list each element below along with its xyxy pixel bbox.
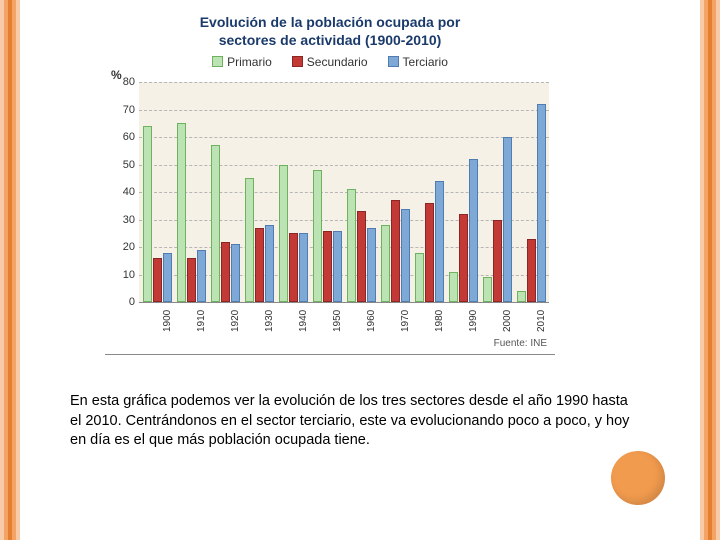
legend-label: Primario [227,55,272,69]
legend-item: Primario [212,55,272,69]
plot-area: 01020304050607080 [139,82,549,302]
x-tick-label: 2010 [536,310,547,332]
y-tick-label: 80 [123,76,135,88]
y-axis-label: % [111,68,122,82]
y-tick-label: 50 [123,159,135,171]
x-tick-label: 1900 [162,310,173,332]
bar [143,126,152,302]
bar [425,203,434,302]
bar [221,242,230,303]
bar [357,211,366,302]
chart-container: Evolución de la población ocupada por se… [105,10,555,355]
legend-item: Secundario [292,55,368,69]
bar [483,277,492,302]
bar [323,231,332,303]
grid-line [139,192,549,193]
bar [435,181,444,302]
x-tick-label: 1930 [264,310,275,332]
bar [231,244,240,302]
legend-swatch [212,56,223,67]
y-tick-label: 40 [123,186,135,198]
bar [469,159,478,302]
bar [299,233,308,302]
grid-line [139,302,549,303]
x-tick-label: 1990 [468,310,479,332]
bar [313,170,322,302]
bar [197,250,206,302]
grid-line [139,220,549,221]
bar [493,220,502,303]
y-tick-label: 0 [129,296,135,308]
chart-title: Evolución de la población ocupada por se… [105,10,555,49]
bar [391,200,400,302]
y-tick-label: 60 [123,131,135,143]
legend-label: Terciario [403,55,448,69]
bar [333,231,342,303]
left-stripe [0,0,20,540]
chart-bottom-rule [105,354,555,355]
bar [153,258,162,302]
bar [527,239,536,302]
bar [415,253,424,303]
chart-title-line1: Evolución de la población ocupada por [200,14,461,30]
legend-label: Secundario [307,55,368,69]
bar [381,225,390,302]
bar [449,272,458,302]
caption-text: En esta gráfica podemos ver la evolución… [70,392,630,451]
x-tick-label: 1920 [230,310,241,332]
grid-line [139,137,549,138]
legend-item: Terciario [388,55,448,69]
bar [177,123,186,302]
bar [255,228,264,302]
legend-swatch [388,56,399,67]
decorative-circle [611,451,665,505]
bar [367,228,376,302]
legend-swatch [292,56,303,67]
bar [265,225,274,302]
x-tick-label: 1940 [298,310,309,332]
chart-legend: Primario Secundario Terciario [105,55,555,69]
x-tick-label: 1960 [366,310,377,332]
bar [517,291,526,302]
bar [211,145,220,302]
grid-line [139,247,549,248]
y-tick-label: 20 [123,241,135,253]
grid-line [139,110,549,111]
grid-line [139,82,549,83]
x-tick-label: 1950 [332,310,343,332]
bar [459,214,468,302]
right-stripe [700,0,720,540]
bar [503,137,512,302]
bar [401,209,410,303]
grid-line [139,165,549,166]
bar [187,258,196,302]
bar [163,253,172,303]
x-tick-label: 1910 [196,310,207,332]
y-tick-label: 70 [123,104,135,116]
bar [289,233,298,302]
bar [245,178,254,302]
bar [537,104,546,302]
y-tick-label: 30 [123,214,135,226]
x-tick-label: 2000 [502,310,513,332]
chart-title-line2: sectores de actividad (1900-2010) [219,32,442,48]
y-tick-label: 10 [123,269,135,281]
bar [347,189,356,302]
bar [279,165,288,303]
x-tick-label: 1980 [434,310,445,332]
source-label: Fuente: INE [494,338,547,349]
x-tick-label: 1970 [400,310,411,332]
